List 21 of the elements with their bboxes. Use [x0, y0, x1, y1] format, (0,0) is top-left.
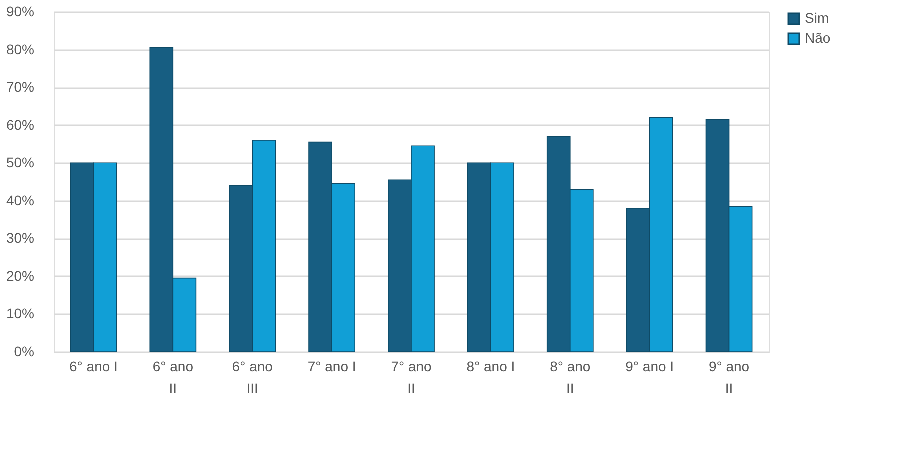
y-tick-label: 0%	[14, 344, 34, 360]
x-tick-label: 7° ano II	[391, 358, 432, 396]
x-tick-label: 9° ano I	[626, 358, 674, 374]
x-tick-label: 8° ano I	[466, 358, 516, 374]
y-tick-label: 60%	[6, 116, 34, 133]
y-tick-label: 50%	[6, 154, 34, 171]
x-tick-label: 6° ano I	[70, 358, 118, 374]
y-tick-label: 20%	[6, 268, 34, 284]
y-tick-label: 30%	[6, 230, 34, 246]
legend-label: Sim	[805, 10, 830, 26]
x-tick-label: 8° ano II	[550, 358, 591, 396]
x-tick-label: 6° ano II	[152, 358, 194, 396]
legend-label: Não	[805, 30, 831, 46]
x-tick-label: 6° ano III	[232, 358, 274, 396]
y-tick-label: 80%	[6, 41, 34, 58]
y-tick-label: 40%	[6, 192, 34, 208]
y-tick-label: 70%	[6, 79, 34, 96]
y-tick-label: 10%	[6, 306, 34, 322]
x-tick-label: 9° ano II	[708, 358, 750, 396]
y-tick-label: 90%	[6, 4, 34, 20]
x-tick-label: 7° ano I	[308, 358, 356, 374]
